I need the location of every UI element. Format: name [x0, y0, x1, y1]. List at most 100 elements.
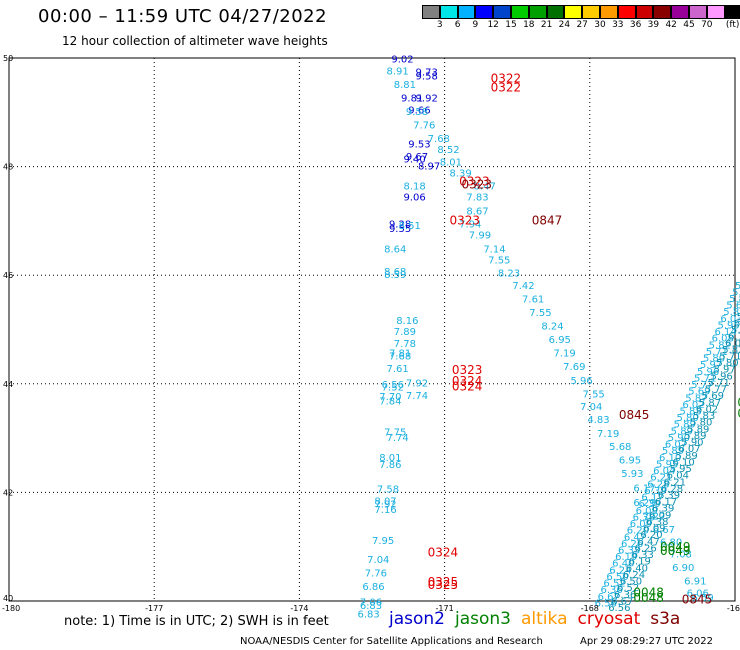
swh-label: 8.64 — [384, 244, 406, 255]
swh-band-label: 5.89 — [662, 446, 684, 457]
swh-band-label: 5.89 — [684, 431, 706, 442]
swh-band-label: 6.52 — [617, 583, 639, 594]
swh-label: 7.61 — [522, 294, 544, 305]
colorbar-label: 6 — [454, 20, 461, 30]
swh-label: 6.80 — [660, 538, 682, 549]
page-title: 00:00 – 11:59 UTC 04/27/2022 — [38, 6, 328, 27]
colorbar-label: 12 — [487, 20, 499, 30]
swh-band-label: 6.28 — [661, 484, 683, 495]
swh-label: 8.39 — [449, 168, 471, 179]
swh-band-label: 5.90 — [668, 433, 690, 444]
colorbar-swatch — [493, 5, 511, 19]
swh-label: 9.67 — [406, 152, 428, 163]
swh-label: 7.19 — [554, 349, 576, 360]
colorbar-label: 3 — [436, 20, 443, 30]
swh-label: 8.24 — [541, 322, 563, 333]
swh-band-label: 6.24 — [609, 565, 631, 576]
swh-label: 7.92 — [406, 379, 428, 390]
swh-label: 7.95 — [372, 536, 394, 547]
swh-band-label: 6.67 — [598, 592, 620, 603]
swh-label: 7.55 — [488, 255, 510, 266]
pass-time-label: 0050 — [737, 406, 740, 420]
pass-time-label: 0048 — [633, 591, 664, 605]
swh-label: 7.86 — [379, 460, 401, 471]
colorbar-swatch — [439, 5, 458, 19]
swh-band-label: 6.17 — [655, 497, 677, 508]
swh-label: 9.53 — [408, 140, 430, 151]
colorbar-label: 9 — [472, 20, 479, 30]
swh-band-label: 6.39 — [658, 490, 680, 501]
swh-label: 6.90 — [672, 563, 694, 574]
swh-label: 7.14 — [483, 244, 505, 255]
pass-time-label: 0325 — [428, 575, 459, 589]
swh-band-label: 5.87 — [699, 398, 721, 409]
swh-label: 9.58 — [406, 107, 428, 118]
swh-band-label: 5.90 — [681, 438, 703, 449]
pass-time-label: 0324 — [452, 374, 483, 388]
swh-band-label: 5.89 — [687, 424, 709, 435]
colorbar-swatch — [582, 5, 600, 19]
swh-label: 4.83 — [587, 415, 609, 426]
swh-band-label: 6.40 — [626, 563, 648, 574]
swh-label: 7.08 — [670, 550, 692, 561]
swh-label: 9.28 — [389, 219, 411, 230]
swh-label: 7.22 — [643, 512, 665, 523]
swh-band-label: 6.39 — [652, 504, 674, 515]
swh-label: 6.56 — [382, 380, 404, 391]
swh-band-label: 6.33 — [618, 545, 640, 556]
axis-tick-labels: -180 -177 -174 -171 -168 -16 40 42 44 46 48 50 — [2, 54, 740, 613]
pass-time-label: 0845 — [619, 408, 650, 422]
swh-label: 9.81 — [401, 93, 423, 104]
swh-band-label: 6.50 — [620, 577, 642, 588]
swh-label: 8.18 — [403, 181, 425, 192]
swh-band-label: 6.03 — [734, 318, 740, 329]
swh-band-label: 5.95 — [731, 325, 740, 336]
swh-band-label: 6.04 — [667, 471, 689, 482]
swh-label: 7.89 — [394, 327, 416, 338]
swh-band-label: 6.07 — [665, 440, 687, 451]
swh-band-label: 5.82 — [722, 345, 740, 356]
colorbar-swatch — [724, 5, 740, 19]
swh-label: 8.07 — [374, 496, 396, 507]
swh-label: 7.83 — [466, 192, 488, 203]
swh-label: 6.59 — [691, 593, 713, 604]
swh-label: 6.06 — [687, 589, 709, 600]
swh-band-label: 6.56 — [608, 603, 630, 614]
swh-band-label: 6.07 — [678, 444, 700, 455]
swh-label: 7.81 — [389, 349, 411, 360]
swh-band-label: 6.56 — [595, 598, 617, 609]
swh-label: 6.83 — [360, 601, 382, 612]
lon-tick-label: -177 — [145, 604, 163, 613]
swh-band-label: 6.20 — [640, 530, 662, 541]
pass-time-label: 0049 — [660, 540, 691, 554]
swh-band-label: 6.28 — [647, 479, 669, 490]
swh-band-label: 6.26 — [621, 539, 643, 550]
colorbar-legend: 3 6 9 12 15 18 21 24 27 30 33 36 39 42 45 70 (ft) — [422, 5, 740, 33]
swh-label: 7.16 — [374, 505, 396, 516]
swh-label: 9.06 — [403, 192, 425, 203]
swh-band-label: 6.52 — [603, 579, 625, 590]
colorbar-label: 18 — [523, 20, 535, 30]
colorbar-label: 39 — [647, 20, 660, 30]
swh-label: 7.99 — [469, 230, 491, 241]
swh-label: 7.74 — [406, 391, 428, 402]
colorbar-swatch — [510, 5, 529, 19]
swh-band-label: 5.80 — [690, 418, 712, 429]
colorbar-swatch — [475, 5, 494, 19]
lat-tick-label: 40 — [3, 594, 13, 603]
swh-band-label: 5.80 — [703, 354, 725, 365]
colorbar-label: 15 — [505, 20, 517, 30]
swh-band-label: 6.36 — [614, 590, 636, 601]
pass-time-label: 0322 — [491, 71, 522, 85]
colorbar-label: 27 — [576, 20, 588, 30]
swh-label: 5.68 — [609, 442, 631, 453]
colorbar-swatch — [653, 5, 672, 19]
swh-label: 6.17 — [633, 483, 655, 494]
colorbar-swatch — [546, 5, 565, 19]
swh-band-label: 5.95 — [717, 320, 739, 331]
swh-band-label: 6.50 — [606, 572, 628, 583]
swh-label: 8.97 — [418, 161, 440, 172]
swh-label: 7.68 — [389, 351, 411, 362]
swh-band-label: 5.83 — [679, 407, 701, 418]
